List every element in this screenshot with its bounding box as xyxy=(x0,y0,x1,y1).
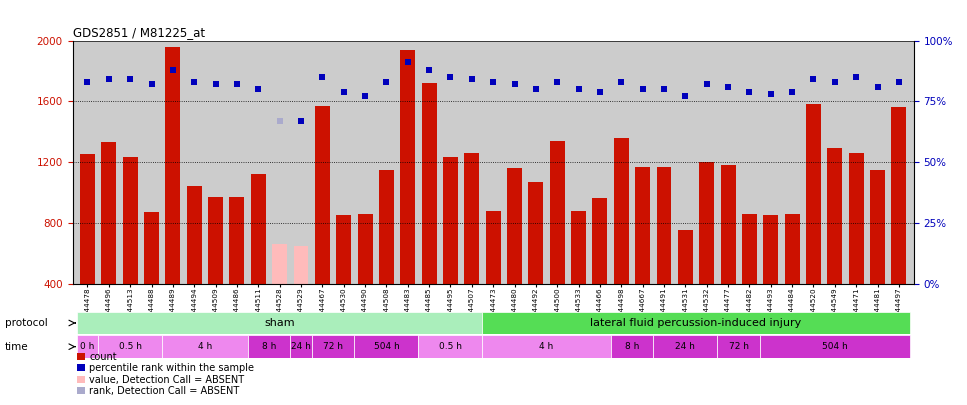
Bar xyxy=(550,141,565,284)
Text: 504 h: 504 h xyxy=(822,342,848,351)
Bar xyxy=(102,142,116,284)
Bar xyxy=(678,230,692,284)
Bar xyxy=(400,50,415,284)
Legend: count, percentile rank within the sample, value, Detection Call = ABSENT, rank, : count, percentile rank within the sample… xyxy=(77,352,254,396)
Bar xyxy=(760,335,910,358)
Bar xyxy=(849,153,864,284)
Text: sham: sham xyxy=(264,318,295,328)
Text: 0.5 h: 0.5 h xyxy=(439,342,462,351)
Bar xyxy=(464,153,480,284)
Bar xyxy=(483,335,610,358)
Text: 24 h: 24 h xyxy=(291,342,311,351)
Bar xyxy=(443,158,458,284)
Bar xyxy=(699,162,715,284)
Bar xyxy=(358,214,372,284)
Bar xyxy=(610,335,654,358)
Bar xyxy=(144,212,159,284)
Bar xyxy=(528,182,543,284)
Bar xyxy=(507,168,522,284)
Bar xyxy=(654,335,718,358)
Text: lateral fluid percussion-induced injury: lateral fluid percussion-induced injury xyxy=(591,318,802,328)
Bar xyxy=(483,312,910,334)
Bar xyxy=(76,335,98,358)
Text: 0.5 h: 0.5 h xyxy=(119,342,142,351)
Bar xyxy=(485,211,501,284)
Bar xyxy=(614,138,629,284)
Bar xyxy=(870,170,885,284)
Text: GDS2851 / M81225_at: GDS2851 / M81225_at xyxy=(73,26,205,39)
Bar xyxy=(354,335,419,358)
Bar xyxy=(248,335,290,358)
Text: 504 h: 504 h xyxy=(373,342,399,351)
Bar xyxy=(379,170,394,284)
Bar xyxy=(720,165,736,284)
Bar xyxy=(718,335,760,358)
Bar xyxy=(123,158,137,284)
Bar xyxy=(311,335,354,358)
Bar xyxy=(165,47,181,284)
Text: 8 h: 8 h xyxy=(625,342,639,351)
Bar xyxy=(272,244,287,284)
Text: time: time xyxy=(5,342,28,352)
Bar xyxy=(635,166,650,284)
Text: 8 h: 8 h xyxy=(262,342,277,351)
Bar xyxy=(657,166,671,284)
Text: 4 h: 4 h xyxy=(540,342,554,351)
Bar xyxy=(742,214,757,284)
Bar xyxy=(208,197,223,284)
Text: 72 h: 72 h xyxy=(729,342,748,351)
Bar xyxy=(763,215,778,284)
Bar xyxy=(419,335,483,358)
Bar xyxy=(806,104,821,284)
Bar xyxy=(337,215,351,284)
Bar xyxy=(98,335,162,358)
Bar xyxy=(422,83,436,284)
Text: 72 h: 72 h xyxy=(323,342,343,351)
Text: protocol: protocol xyxy=(5,318,47,328)
Bar xyxy=(892,107,906,284)
Bar xyxy=(80,154,95,284)
Text: 24 h: 24 h xyxy=(675,342,695,351)
Bar xyxy=(571,211,586,284)
Bar xyxy=(162,335,248,358)
Bar xyxy=(784,214,800,284)
Bar xyxy=(294,245,308,284)
Bar xyxy=(250,174,266,284)
Bar xyxy=(290,335,311,358)
Text: 0 h: 0 h xyxy=(80,342,95,351)
Text: 4 h: 4 h xyxy=(198,342,212,351)
Bar xyxy=(187,186,202,284)
Bar xyxy=(315,106,330,284)
Bar xyxy=(229,197,245,284)
Bar xyxy=(593,198,607,284)
Bar xyxy=(828,148,842,284)
Bar xyxy=(76,312,483,334)
